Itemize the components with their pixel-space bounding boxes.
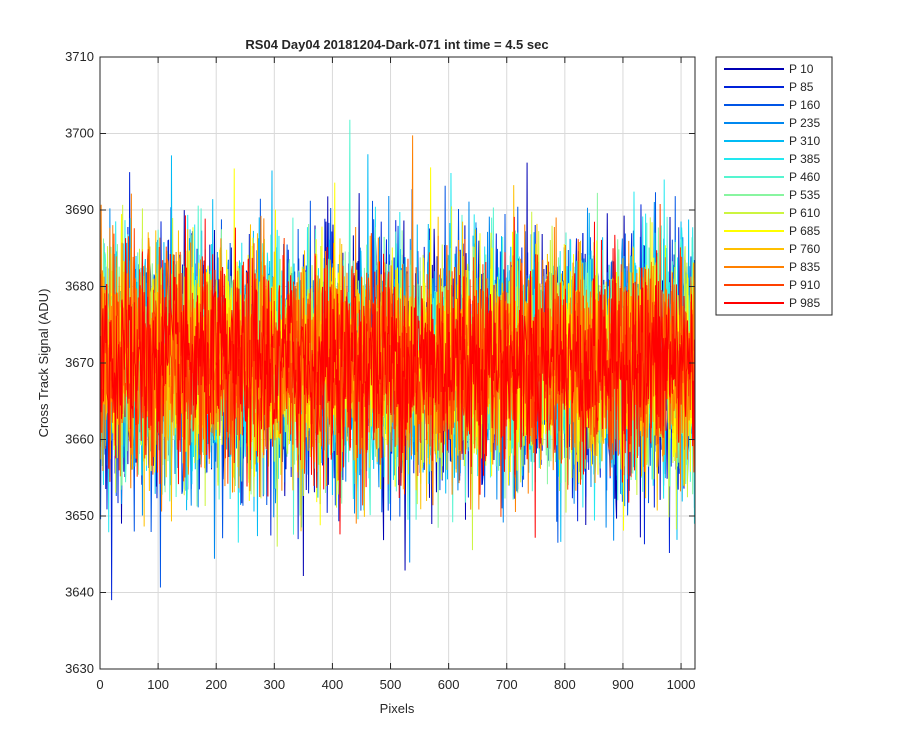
x-tick-label: 900 [612, 677, 634, 692]
y-tick-label: 3680 [65, 279, 94, 294]
x-tick-label: 700 [496, 677, 518, 692]
series-line [99, 215, 696, 538]
legend-label: P 385 [789, 152, 820, 166]
y-tick-label: 3690 [65, 202, 94, 217]
x-tick-label: 600 [438, 677, 460, 692]
y-tick-label: 3710 [65, 49, 94, 64]
x-tick-label: 800 [554, 677, 576, 692]
x-tick-label: 1000 [667, 677, 696, 692]
y-axis-label: Cross Track Signal (ADU) [36, 289, 51, 438]
x-axis-label: Pixels [380, 701, 415, 716]
legend-label: P 610 [789, 206, 820, 220]
legend-label: P 835 [789, 260, 820, 274]
x-tick-label: 300 [263, 677, 285, 692]
y-tick-label: 3670 [65, 355, 94, 370]
x-tick-label: 500 [380, 677, 402, 692]
legend-label: P 985 [789, 296, 820, 310]
chart-title: RS04 Day04 20181204-Dark-071 int time = … [245, 37, 548, 52]
y-tick-label: 3640 [65, 585, 94, 600]
legend-label: P 685 [789, 224, 820, 238]
legend-label: P 535 [789, 188, 820, 202]
x-tick-label: 400 [322, 677, 344, 692]
legend-label: P 10 [789, 62, 814, 76]
legend-label: P 160 [789, 98, 820, 112]
y-tick-label: 3630 [65, 661, 94, 676]
y-tick-label: 3660 [65, 432, 94, 447]
legend-label: P 85 [789, 80, 814, 94]
legend-label: P 310 [789, 134, 820, 148]
x-tick-label: 100 [147, 677, 169, 692]
x-tick-label: 0 [96, 677, 103, 692]
y-tick-label: 3700 [65, 126, 94, 141]
y-tick-label: 3650 [65, 508, 94, 523]
legend-label: P 235 [789, 116, 820, 130]
legend-box [715, 56, 833, 316]
legend: P 10 P 85 P 160 P 235 P 310 P 385 P 460 P 535 P … [715, 56, 833, 316]
series-lines [99, 119, 696, 601]
x-tick-label: 200 [205, 677, 227, 692]
legend-label: P 760 [789, 242, 820, 256]
axis-ticks: 0 100 200 300 400 500 600 700 800 900 1000 3630 3640… [65, 49, 695, 692]
legend-label: P 460 [789, 170, 820, 184]
legend-label: P 910 [789, 278, 820, 292]
